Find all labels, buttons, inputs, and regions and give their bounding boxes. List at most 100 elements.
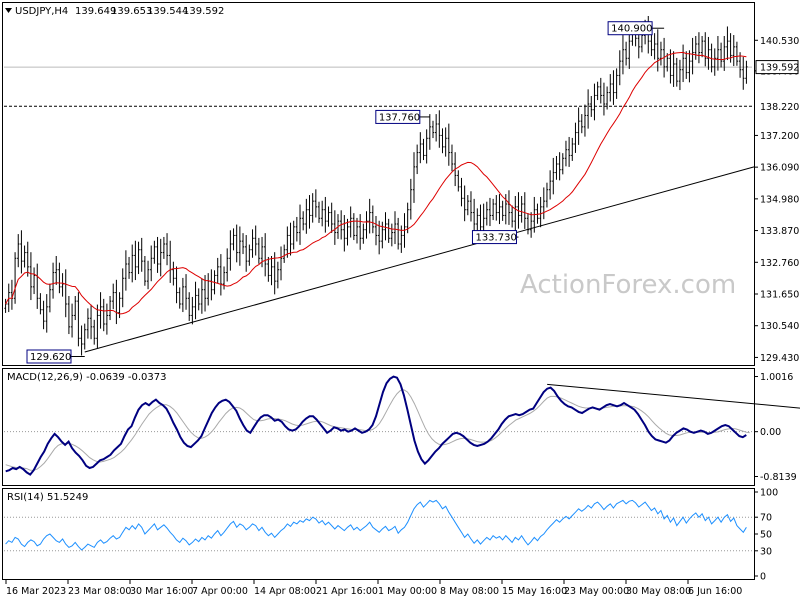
candle [55,256,58,285]
candle [450,144,454,172]
candle [23,245,26,268]
macd-panel-frame [2,368,755,486]
candle [172,261,175,286]
price-tick-label: 129.430 [760,353,799,364]
candle [726,26,729,61]
candle [241,233,245,255]
candle [409,178,413,220]
candle [381,221,384,249]
candle [659,41,663,66]
ohlc-low: 139.544 [147,6,188,17]
candle [115,279,118,325]
candle [298,204,302,245]
candle [412,152,416,203]
candle [216,257,219,284]
candle [491,198,495,221]
ohlc-close: 139.592 [183,6,224,17]
candle [289,222,292,256]
candle [447,123,451,166]
candle [425,129,428,164]
candle [20,230,23,274]
candle [678,59,682,91]
candle [276,261,280,289]
candle [362,223,365,244]
candle [564,140,568,167]
candle [51,262,55,299]
candle [197,288,200,311]
candle [358,214,362,250]
rsi-tick-label: 70 [760,513,772,524]
candle [150,245,153,282]
macd-line [5,375,747,476]
candle [146,260,150,290]
candle [279,246,283,281]
candle [330,202,333,233]
candle [320,200,324,227]
price-tick-label: 132.760 [760,258,799,269]
candle [618,50,621,86]
candle [469,191,473,222]
candle [624,41,628,66]
annotation-label: 129.620 [30,352,71,363]
current-price-label: 139.592 [760,63,799,74]
candle [428,114,432,150]
moving-average-line [5,51,747,315]
candle [159,238,162,277]
candle [181,277,185,313]
annotation-box [471,230,517,245]
candle [143,256,147,286]
candle [200,278,204,314]
candle [596,81,599,101]
candle [523,192,526,229]
candle [561,153,564,175]
candle [229,230,232,271]
candle [83,323,86,350]
x-tick-label: 15 May 16:00 [502,586,567,597]
level-price-box: 138.220 [756,99,799,113]
candle [48,283,52,313]
candle [244,235,248,272]
price-header: USDJPY,H4 139.649 139.653 139.544 139.59… [5,6,224,17]
candle [685,51,688,79]
candle [738,52,742,78]
candle [153,240,156,264]
candle [495,195,498,221]
macd-tick-label: 0.00 [760,427,781,438]
current-price-bg [755,60,799,75]
candle [700,36,704,58]
triangle-down-icon [5,8,12,13]
price-tick-label: 131.650 [760,290,799,301]
candle [422,138,425,161]
price-tick-label: 134.980 [760,194,799,205]
rsi-layer [4,499,752,552]
macd-signal-line [5,389,750,471]
price-tick-label: 137.200 [760,131,799,142]
candle [485,201,489,226]
candle [526,213,530,235]
candle [267,256,270,282]
price-tick-label: 140.530 [760,36,799,47]
candle [415,144,419,175]
candle [615,68,618,99]
rsi-tick-label: 100 [760,488,778,499]
candle [165,233,169,266]
annotation-label: 140.900 [611,24,652,35]
annotation-box [607,21,653,36]
x-tick-label: 7 Apr 00:00 [192,586,248,597]
candle [273,252,276,295]
candle [536,203,539,224]
candle [400,225,403,253]
candle [444,127,447,157]
candle [406,202,409,234]
candle [219,254,223,296]
candle [137,241,140,275]
candle [688,50,691,83]
price-annotation: 140.900 [607,21,665,36]
x-tick-label: 30 May 08:00 [626,586,691,597]
candle [67,296,71,335]
candle [210,269,213,301]
candle [735,41,739,66]
candle [257,237,261,264]
candle [311,193,314,223]
